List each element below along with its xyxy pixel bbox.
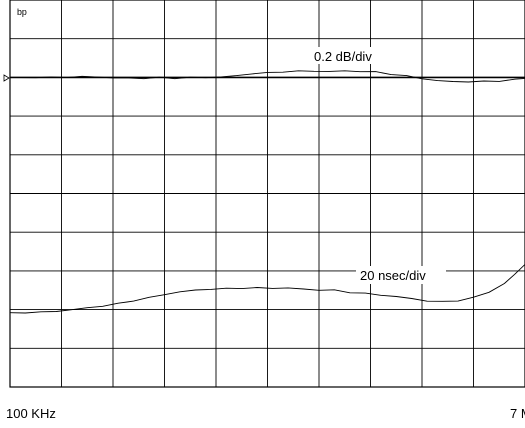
grid-lines [10, 0, 525, 387]
x-axis-start-label: 100 KHz [6, 406, 56, 421]
series-db-label-bg [310, 47, 390, 64]
reference-marker [3, 74, 10, 82]
trace-20-nsec-div [9, 264, 525, 314]
traces [9, 70, 525, 314]
series-ns-label: 20 nsec/div [360, 268, 426, 283]
series-db-label: 0.2 dB/div [314, 49, 372, 64]
corner-mark: ᵇᵖ [17, 6, 27, 21]
plot-area [3, 0, 525, 388]
reference-arrow-icon [3, 74, 10, 82]
series-ns-label-bg [356, 266, 446, 284]
x-axis-end-label: 7 M [510, 406, 525, 421]
